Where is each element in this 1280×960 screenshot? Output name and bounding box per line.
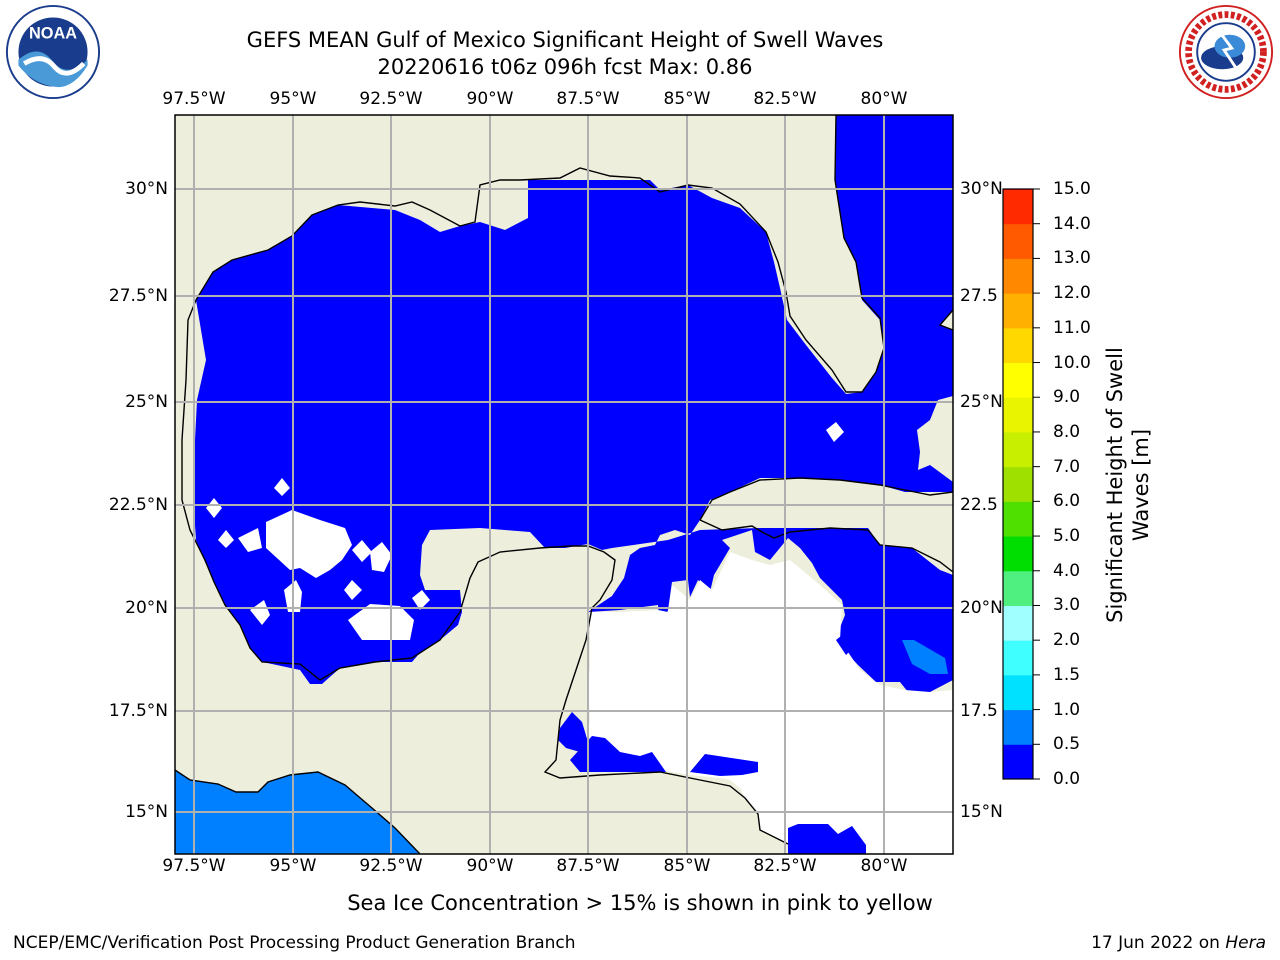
chart-title: GEFS MEAN Gulf of Mexico Significant Hei… [246, 28, 884, 52]
colorbar-tick-label: 1.0 [1053, 699, 1081, 720]
lon-label-bottom: 85°W [663, 856, 711, 876]
lat-label-left: 15°N [125, 802, 168, 822]
lat-label-left: 17.5°N [108, 701, 168, 721]
footer-date-text: 17 Jun 2022 on [1091, 933, 1226, 953]
colorbar-bin [1003, 536, 1033, 572]
footer-host: Hera [1225, 933, 1266, 953]
lat-label-right: 17.5 [960, 701, 998, 721]
colorbar-bin [1003, 709, 1033, 745]
colorbar-tick-label: 3.0 [1053, 595, 1081, 616]
chart-subtitle: 20220616 t06z 096h fcst Max: 0.86 [377, 55, 753, 79]
colorbar-bin [1003, 466, 1033, 502]
colorbar-bin [1003, 362, 1033, 398]
lat-label-right: 27.5 [960, 286, 998, 306]
no-data-patches [206, 422, 844, 640]
colorbar-bin [1003, 189, 1033, 225]
colorbar-tick-label: 5.0 [1053, 526, 1081, 547]
lon-label-bottom: 90°W [466, 856, 514, 876]
colorbar-tick-label: 14.0 [1053, 213, 1091, 234]
caribbean-mid-patch [902, 640, 948, 674]
lon-label-top: 92.5°W [359, 89, 423, 109]
lon-label-top: 85°W [663, 89, 711, 109]
caribbean-no-data [585, 552, 953, 854]
colorbar-bin [1003, 293, 1033, 329]
map-frame [174, 114, 954, 855]
nws-logo [1178, 4, 1274, 100]
lon-label-top: 97.5°W [162, 89, 226, 109]
colorbar-tick-label: 1.5 [1053, 664, 1081, 685]
colorbar-bin [1003, 744, 1033, 780]
colorbar-bin [1003, 223, 1033, 259]
colorbar [1002, 188, 1040, 780]
sea-ice-note: Sea Ice Concentration > 15% is shown in … [347, 891, 933, 915]
colorbar-tick-label: 0.0 [1053, 769, 1081, 789]
colorbar-bin [1003, 674, 1033, 711]
svg-text:NOAA: NOAA [29, 25, 77, 43]
colorbar-tick-label: 2.0 [1053, 630, 1081, 651]
lat-label-right: 25°N [960, 392, 1003, 412]
colorbar-tick-label: 12.0 [1053, 283, 1091, 304]
lon-label-top: 80°W [860, 89, 908, 109]
lon-label-top: 82.5°W [753, 89, 817, 109]
colorbar-tick-label: 4.0 [1053, 560, 1081, 581]
lat-label-right: 30°N [960, 179, 1003, 199]
lon-label-top: 90°W [466, 89, 514, 109]
lon-label-top: 87.5°W [556, 89, 620, 109]
colorbar-bin [1003, 327, 1033, 364]
colorbar-tick-label: 11.0 [1053, 317, 1091, 338]
lat-label-right: 15°N [960, 802, 1003, 822]
colorbar-bin [1003, 640, 1033, 676]
caribbean-swell-patches [558, 632, 866, 854]
lon-label-bottom: 82.5°W [753, 856, 817, 876]
colorbar-bin [1003, 570, 1033, 606]
graticule [175, 115, 953, 854]
lon-label-bottom: 92.5°W [359, 856, 423, 876]
lon-label-bottom: 80°W [860, 856, 908, 876]
lon-label-top: 95°W [269, 89, 317, 109]
colorbar-bin [1003, 431, 1033, 468]
lon-label-bottom: 97.5°W [162, 856, 226, 876]
colorbar-bin [1003, 501, 1033, 537]
colorbar-bin [1003, 605, 1033, 641]
lat-label-right: 22.5 [960, 495, 998, 515]
lat-label-left: 22.5°N [108, 495, 168, 515]
colorbar-bin [1003, 397, 1033, 433]
colorbar-tick-label: 8.0 [1053, 421, 1081, 442]
colorbar-tick-label: 13.0 [1053, 248, 1091, 269]
colorbar-bin [1003, 258, 1033, 294]
colorbar-frame [1002, 188, 1034, 780]
lon-label-bottom: 95°W [269, 856, 317, 876]
footer-date: 17 Jun 2022 on Hera [1091, 933, 1266, 953]
colorbar-tick-label: 10.0 [1053, 352, 1091, 373]
coastline [175, 115, 953, 854]
footer-credit: NCEP/EMC/Verification Post Processing Pr… [13, 933, 576, 953]
lon-label-bottom: 87.5°W [556, 856, 620, 876]
colorbar-tick-label: 6.0 [1053, 491, 1081, 512]
colorbar-label: Significant Height of Swell Waves [m] [1103, 347, 1153, 623]
lat-label-left: 25°N [125, 392, 168, 412]
colorbar-tick-label: 0.5 [1053, 734, 1081, 755]
lat-label-left: 30°N [125, 179, 168, 199]
lat-label-left: 20°N [125, 598, 168, 618]
colorbar-tick-label: 7.0 [1053, 456, 1081, 477]
noaa-logo: NOAA [5, 4, 101, 100]
colorbar-tick-label: 9.0 [1053, 387, 1081, 408]
lat-label-left: 27.5°N [108, 286, 168, 306]
colorbar-tick-label: 15.0 [1053, 179, 1091, 199]
lat-label-right: 20°N [960, 598, 1003, 618]
